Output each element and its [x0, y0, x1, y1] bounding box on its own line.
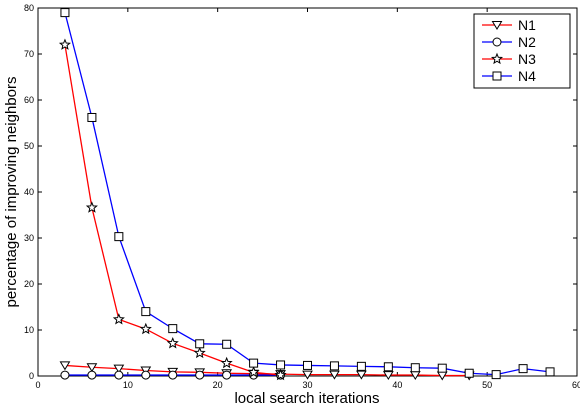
- data-point: [86, 363, 98, 373]
- data-point: [193, 346, 206, 359]
- data-point: [141, 307, 151, 317]
- data-point: [166, 336, 179, 349]
- data-point: [518, 364, 528, 374]
- x-axis-label: local search iterations: [234, 390, 379, 407]
- data-point: [112, 313, 125, 325]
- legend-marker: [492, 37, 502, 47]
- data-point: [276, 360, 286, 370]
- data-point: [87, 112, 97, 122]
- x-tick-label: 20: [213, 380, 223, 390]
- data-point: [195, 370, 205, 380]
- x-tick-label: 10: [123, 380, 133, 390]
- legend-label: N2: [518, 34, 536, 50]
- x-tick-label: 30: [302, 380, 312, 390]
- data-point: [139, 322, 152, 335]
- data-point: [60, 370, 70, 380]
- legend-marker: [490, 52, 504, 65]
- legend-label: N3: [518, 51, 536, 67]
- data-point: [113, 364, 125, 374]
- x-tick-label: 0: [35, 380, 40, 390]
- data-point: [545, 367, 555, 377]
- data-point: [168, 370, 178, 380]
- y-tick-label: 30: [24, 233, 34, 243]
- data-point: [382, 371, 394, 381]
- data-point: [87, 370, 97, 380]
- data-point: [356, 361, 366, 371]
- y-tick-label: 20: [24, 279, 34, 289]
- x-tick-label: 40: [392, 380, 402, 390]
- data-point: [85, 201, 98, 213]
- y-axis-label: percentage of improving neighbors: [3, 77, 20, 308]
- y-tick-label: 80: [24, 3, 34, 13]
- data-point: [220, 356, 233, 369]
- data-point: [383, 362, 393, 372]
- data-point: [222, 339, 232, 349]
- data-point: [491, 370, 501, 380]
- y-tick-label: 10: [24, 325, 34, 335]
- data-point: [464, 368, 474, 378]
- data-point: [437, 363, 447, 373]
- data-point: [329, 370, 340, 380]
- data-point: [114, 370, 124, 380]
- data-point: [222, 370, 232, 380]
- data-point: [247, 365, 260, 378]
- x-tick-label: 60: [572, 380, 580, 390]
- data-point: [59, 361, 71, 371]
- data-point: [249, 358, 259, 368]
- data-point: [274, 368, 287, 381]
- data-point: [302, 370, 313, 380]
- y-tick-label: 0: [29, 371, 34, 381]
- data-point: [58, 38, 71, 50]
- data-point: [410, 363, 420, 373]
- data-point: [303, 360, 312, 370]
- data-point: [195, 339, 205, 349]
- y-tick-label: 60: [24, 95, 34, 105]
- data-point: [168, 324, 178, 334]
- x-tick-label: 50: [482, 380, 492, 390]
- data-point: [329, 361, 339, 371]
- data-point: [114, 232, 124, 242]
- legend-marker: [492, 71, 502, 81]
- legend-label: N4: [518, 68, 536, 84]
- data-point: [356, 370, 367, 380]
- legend-label: N1: [518, 17, 536, 33]
- y-tick-label: 40: [24, 187, 34, 197]
- data-point: [141, 370, 151, 380]
- y-tick-label: 70: [24, 49, 34, 59]
- legend-marker: [491, 21, 503, 30]
- y-tick-label: 50: [24, 141, 34, 151]
- data-point: [60, 8, 70, 18]
